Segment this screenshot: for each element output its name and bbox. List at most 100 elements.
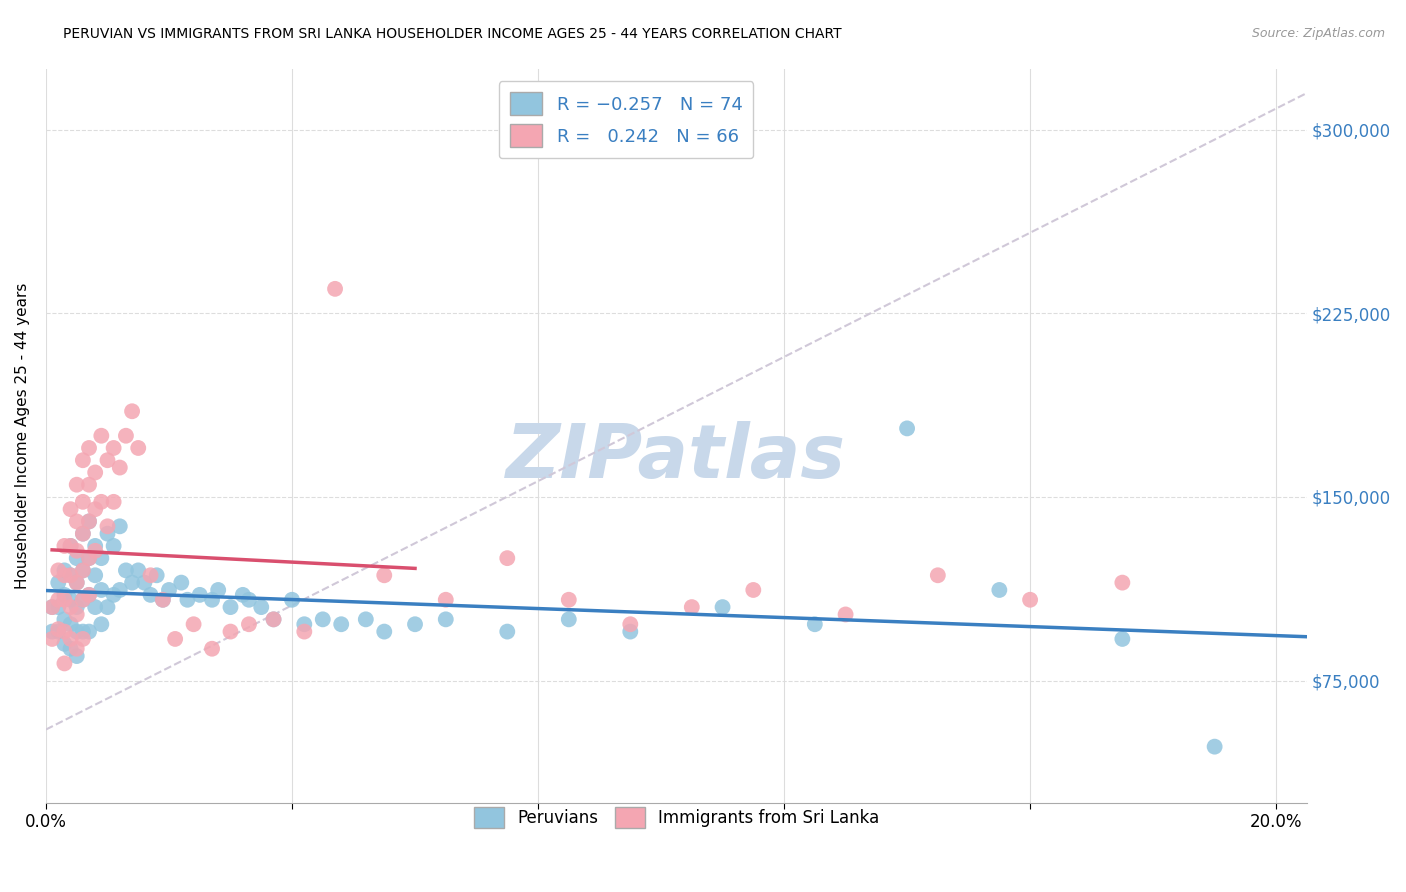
Point (139, 588, 162, 602)
Point (496, 624, 519, 639)
Point (183, 617, 205, 632)
Point (72, 563, 94, 577)
Point (434, 592, 457, 607)
Point (84, 466, 107, 480)
Point (711, 600, 734, 615)
Point (90, 495, 112, 509)
Point (59, 568, 82, 582)
Point (108, 582, 131, 597)
Point (66, 551, 89, 566)
Point (72, 453, 94, 467)
Point (53, 568, 76, 582)
Point (66, 600, 89, 615)
Point (46, 622, 69, 636)
Point (53, 657, 76, 671)
Point (66, 624, 89, 639)
Point (53, 563, 76, 577)
Point (77, 551, 100, 566)
Point (434, 612, 457, 626)
Point (46, 600, 69, 615)
Point (53, 637, 76, 651)
Point (127, 441, 149, 455)
Point (263, 612, 285, 626)
Point (988, 582, 1011, 597)
Point (41, 632, 63, 646)
Point (176, 592, 198, 607)
Point (77, 477, 100, 491)
Point (121, 575, 143, 590)
Point (292, 617, 315, 632)
Point (96, 526, 118, 541)
Point (46, 592, 69, 607)
Point (72, 592, 94, 607)
Point (373, 624, 395, 639)
Point (1111, 575, 1133, 590)
Point (804, 617, 827, 632)
Point (59, 617, 82, 632)
Point (157, 582, 180, 597)
Point (96, 519, 118, 533)
Point (72, 632, 94, 646)
Point (96, 600, 118, 615)
Point (77, 515, 100, 529)
Point (59, 539, 82, 553)
Point (59, 600, 82, 615)
Point (250, 600, 273, 615)
Point (59, 539, 82, 553)
Point (103, 588, 125, 602)
Point (77, 624, 100, 639)
Point (121, 404, 143, 418)
Point (84, 543, 107, 558)
Point (66, 649, 89, 664)
Point (53, 612, 76, 626)
Point (66, 575, 89, 590)
Point (53, 539, 76, 553)
Point (232, 588, 254, 602)
Y-axis label: Householder Income Ages 25 - 44 years: Householder Income Ages 25 - 44 years (15, 283, 30, 589)
Point (72, 495, 94, 509)
Point (927, 568, 949, 582)
Point (84, 539, 107, 553)
Point (77, 441, 100, 455)
Point (134, 575, 156, 590)
Point (201, 592, 224, 607)
Point (72, 592, 94, 607)
Point (66, 607, 89, 622)
Text: PERUVIAN VS IMMIGRANTS FROM SRI LANKA HOUSEHOLDER INCOME AGES 25 - 44 YEARS CORR: PERUVIAN VS IMMIGRANTS FROM SRI LANKA HO… (63, 27, 842, 41)
Point (281, 592, 304, 607)
Point (145, 568, 167, 582)
Point (373, 568, 395, 582)
Point (404, 617, 426, 632)
Point (46, 563, 69, 577)
Point (41, 600, 63, 615)
Point (201, 641, 224, 656)
Point (896, 421, 918, 435)
Point (108, 460, 131, 475)
Point (323, 282, 346, 296)
Point (115, 563, 138, 577)
Point (558, 612, 581, 626)
Text: Source: ZipAtlas.com: Source: ZipAtlas.com (1251, 27, 1385, 40)
Point (152, 592, 174, 607)
Point (1204, 739, 1226, 754)
Point (165, 632, 187, 646)
Point (59, 502, 82, 516)
Point (59, 632, 82, 646)
Point (77, 588, 100, 602)
Point (84, 600, 107, 615)
Point (103, 539, 125, 553)
Point (103, 495, 125, 509)
Point (1111, 632, 1133, 646)
Point (1019, 592, 1042, 607)
Point (77, 588, 100, 602)
Point (312, 612, 335, 626)
Point (127, 563, 149, 577)
Point (152, 592, 174, 607)
Point (558, 592, 581, 607)
Point (238, 592, 260, 607)
Point (139, 568, 162, 582)
Point (66, 543, 89, 558)
Point (354, 612, 377, 626)
Point (46, 575, 69, 590)
Point (41, 624, 63, 639)
